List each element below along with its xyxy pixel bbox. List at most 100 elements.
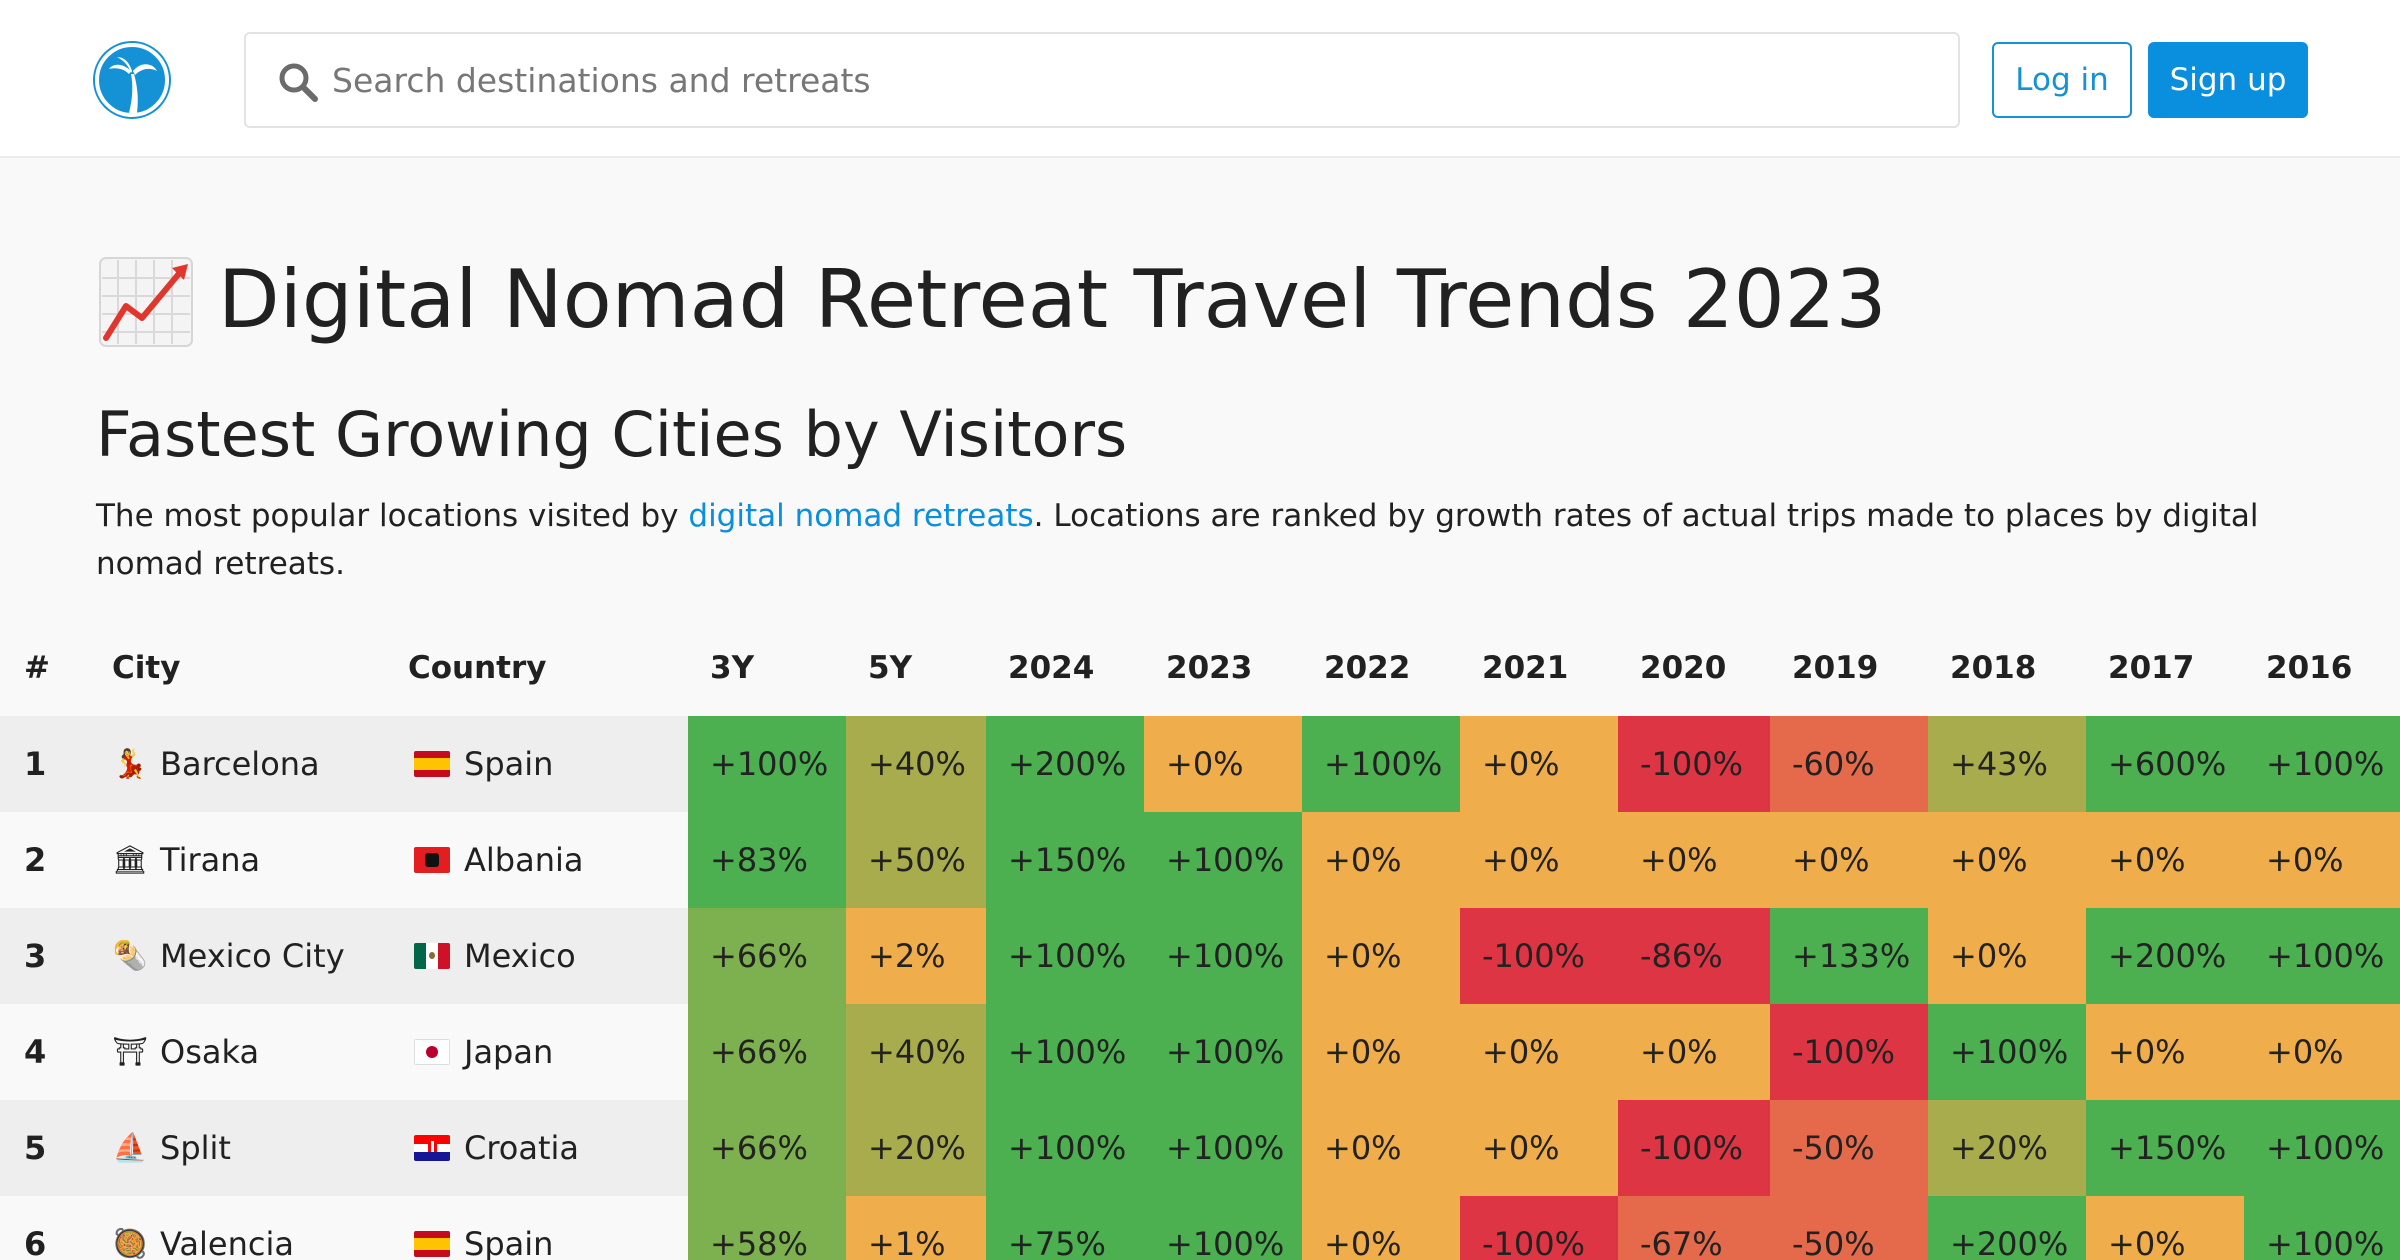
column-header[interactable]: 2023: [1166, 650, 1253, 686]
burrito-icon: 🌯: [112, 939, 148, 972]
section-title: Fastest Growing Cities by Visitors: [96, 398, 1128, 471]
country-cell[interactable]: Albania: [392, 812, 688, 908]
table-row[interactable]: 3 🌯 Mexico City Mexico +66% +2% +100% +100% +0% -…: [0, 908, 2400, 1004]
albania-flag-icon: [414, 847, 450, 873]
country-name: Spain: [464, 1225, 554, 1260]
column-header[interactable]: 2017: [2108, 650, 2195, 686]
city-name: Split: [160, 1129, 231, 1167]
table-row[interactable]: 2 🏛 Tirana Albania +83% +50% +150% +100% +0% +0% +…: [0, 812, 2400, 908]
paella-icon: 🥘: [112, 1227, 148, 1260]
column-header[interactable]: 2024: [1008, 650, 1095, 686]
search-input[interactable]: [332, 34, 1932, 126]
growth-value-cell: -50%: [1770, 1196, 1928, 1260]
rank-cell: 6: [24, 1225, 47, 1260]
growth-value-cell: +100%: [1144, 1196, 1302, 1260]
growth-value-cell: +0%: [1144, 716, 1302, 812]
rank-cell: 4: [24, 1033, 47, 1071]
city-cell[interactable]: ⛵ Split: [96, 1100, 392, 1196]
table-row[interactable]: 1 💃 Barcelona Spain +100% +40% +200% +0% +100% +0…: [0, 716, 2400, 812]
country-name: Croatia: [464, 1129, 580, 1167]
growth-value-cell: +0%: [1302, 1100, 1460, 1196]
city-cell[interactable]: 🌯 Mexico City: [96, 908, 392, 1004]
table-row[interactable]: 4 ⛩ Osaka Japan +66% +40% +100% +100% +0% +0% +0% -…: [0, 1004, 2400, 1100]
spain-flag-icon: [414, 1231, 450, 1257]
dancer-icon: 💃: [112, 747, 148, 780]
signup-button[interactable]: Sign up: [2148, 42, 2308, 118]
growth-value-cell: +100%: [986, 1004, 1144, 1100]
growth-value-cell: +0%: [1302, 1196, 1460, 1260]
growth-value-cell: +200%: [986, 716, 1144, 812]
chart-increasing-icon: [99, 257, 193, 347]
column-header[interactable]: 2018: [1950, 650, 2037, 686]
column-header[interactable]: 2021: [1482, 650, 1569, 686]
rank-cell: 2: [24, 841, 47, 879]
growth-value-cell: -100%: [1618, 1100, 1770, 1196]
growth-value-cell: +133%: [1770, 908, 1928, 1004]
growth-value-cell: -86%: [1618, 908, 1770, 1004]
country-cell[interactable]: Croatia: [392, 1100, 688, 1196]
growth-value-cell: +100%: [986, 908, 1144, 1004]
country-cell[interactable]: Spain: [392, 716, 688, 812]
growth-value-cell: +58%: [688, 1196, 846, 1260]
growth-value-cell: +100%: [1302, 716, 1460, 812]
sailboat-icon: ⛵: [112, 1131, 148, 1164]
palm-tree-logo-icon[interactable]: [93, 41, 171, 119]
growth-value-cell: +66%: [688, 1100, 846, 1196]
mexico-flag-icon: [414, 943, 450, 969]
growth-value-cell: +0%: [1460, 812, 1618, 908]
city-cell[interactable]: 🏛 Tirana: [96, 812, 392, 908]
classical-building-icon: 🏛: [112, 843, 148, 876]
growth-value-cell: +100%: [2244, 1100, 2400, 1196]
table-row[interactable]: 6 🥘 Valencia Spain +58% +1% +75% +100% +0% -100% -…: [0, 1196, 2400, 1260]
intro-paragraph: The most popular locations visited by di…: [96, 492, 2276, 588]
growth-value-cell: +66%: [688, 908, 846, 1004]
page-title: Digital Nomad Retreat Travel Trends 2023: [218, 253, 1887, 346]
digital-nomad-retreats-link[interactable]: digital nomad retreats: [688, 498, 1034, 534]
column-header[interactable]: City: [112, 650, 181, 686]
login-button[interactable]: Log in: [1992, 42, 2132, 118]
growth-value-cell: +100%: [688, 716, 846, 812]
growth-value-cell: +0%: [1460, 716, 1618, 812]
growth-value-cell: +0%: [1302, 1004, 1460, 1100]
growth-value-cell: -100%: [1460, 1196, 1618, 1260]
growth-value-cell: +20%: [1928, 1100, 2086, 1196]
growth-value-cell: -67%: [1618, 1196, 1770, 1260]
growth-value-cell: +0%: [1618, 1004, 1770, 1100]
growth-value-cell: +0%: [1302, 908, 1460, 1004]
growth-value-cell: +40%: [846, 1004, 986, 1100]
growth-value-cell: -50%: [1770, 1100, 1928, 1196]
search-icon: [279, 63, 318, 102]
growth-value-cell: +40%: [846, 716, 986, 812]
growth-value-cell: +0%: [1460, 1004, 1618, 1100]
growth-value-cell: +100%: [1144, 908, 1302, 1004]
top-navigation-bar: Log in Sign up: [0, 0, 2400, 158]
column-header[interactable]: 2019: [1792, 650, 1879, 686]
column-header[interactable]: 2020: [1640, 650, 1727, 686]
column-header[interactable]: 5Y: [868, 650, 913, 686]
country-cell[interactable]: Japan: [392, 1004, 688, 1100]
growth-value-cell: +0%: [2086, 812, 2244, 908]
growth-value-cell: +0%: [1928, 908, 2086, 1004]
column-header[interactable]: #: [24, 650, 50, 686]
growth-value-cell: -60%: [1770, 716, 1928, 812]
growth-value-cell: +150%: [2086, 1100, 2244, 1196]
column-header[interactable]: 2022: [1324, 650, 1411, 686]
growth-value-cell: +600%: [2086, 716, 2244, 812]
croatia-flag-icon: [414, 1135, 450, 1161]
city-cell[interactable]: 💃 Barcelona: [96, 716, 392, 812]
table-row[interactable]: 5 ⛵ Split Croatia +66% +20% +100% +100% +0% +0% -1…: [0, 1100, 2400, 1196]
growth-value-cell: +100%: [2244, 716, 2400, 812]
country-cell[interactable]: Spain: [392, 1196, 688, 1260]
country-cell[interactable]: Mexico: [392, 908, 688, 1004]
search-box[interactable]: [244, 32, 1960, 128]
rank-cell: 3: [24, 937, 47, 975]
city-name: Mexico City: [160, 937, 345, 975]
city-cell[interactable]: ⛩ Osaka: [96, 1004, 392, 1100]
column-header[interactable]: 3Y: [710, 650, 755, 686]
column-header[interactable]: Country: [408, 650, 547, 686]
growth-value-cell: -100%: [1618, 716, 1770, 812]
growth-value-cell: +0%: [2244, 812, 2400, 908]
city-cell[interactable]: 🥘 Valencia: [96, 1196, 392, 1260]
column-header[interactable]: 2016: [2266, 650, 2353, 686]
growth-value-cell: +0%: [1928, 812, 2086, 908]
